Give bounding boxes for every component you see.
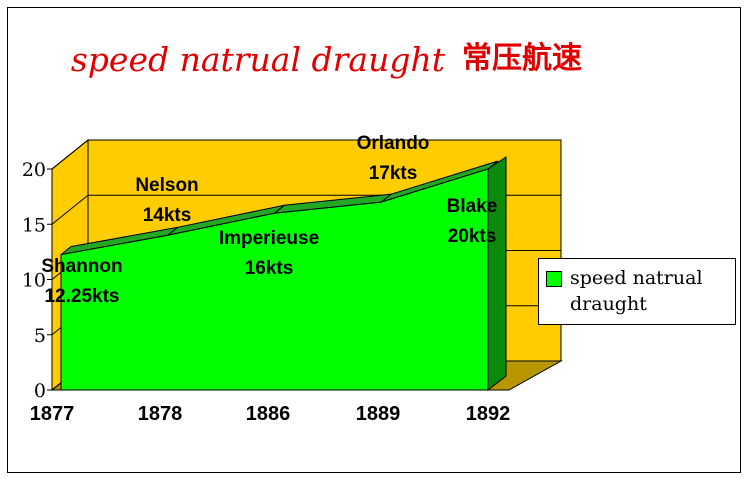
data-labels: Shannon 12.25kts Nelson 14kts Imperieuse 16kt… xyxy=(41,133,497,307)
x-axis-ticks: 1877 1878 1886 1889 1892 xyxy=(30,403,511,425)
area-side-face xyxy=(487,156,507,392)
data-label-value: 12.25kts xyxy=(44,286,119,307)
chart-title: speed natrual draught xyxy=(71,40,446,79)
y-tick-label: 15 xyxy=(22,214,46,236)
x-tick-label: 1878 xyxy=(138,403,183,425)
data-label-value: 14kts xyxy=(143,205,192,226)
data-label-name: Blake xyxy=(447,196,498,217)
y-tick-label: 10 xyxy=(22,270,46,292)
area-series xyxy=(60,156,507,392)
chart-title-cjk: 常压航速 xyxy=(462,41,582,76)
legend: speed natrual draught xyxy=(538,258,736,325)
x-tick-label: 1892 xyxy=(466,403,511,425)
data-label-value: 17kts xyxy=(369,163,418,184)
data-label-value: 20kts xyxy=(448,226,497,247)
gridline-side xyxy=(51,139,89,170)
data-label-name: Nelson xyxy=(135,175,198,196)
x-tick-label: 1877 xyxy=(30,403,75,425)
y-tick-label: 20 xyxy=(22,159,46,181)
gridline-side xyxy=(51,194,89,225)
y-tick-label: 5 xyxy=(34,325,46,347)
legend-swatch xyxy=(546,271,562,287)
data-label-value: 16kts xyxy=(245,258,294,279)
y-tick-label: 0 xyxy=(34,380,46,402)
x-tick-label: 1889 xyxy=(356,403,401,425)
data-label-name: Shannon xyxy=(41,256,122,277)
y-axis-ticks: 0 5 10 15 20 xyxy=(22,159,46,402)
area-front-face xyxy=(60,168,489,391)
data-label-name: Orlando xyxy=(357,133,430,154)
legend-entry: speed natrual draught xyxy=(570,267,703,315)
data-label-name: Imperieuse xyxy=(219,228,319,249)
x-tick-label: 1886 xyxy=(246,403,291,425)
